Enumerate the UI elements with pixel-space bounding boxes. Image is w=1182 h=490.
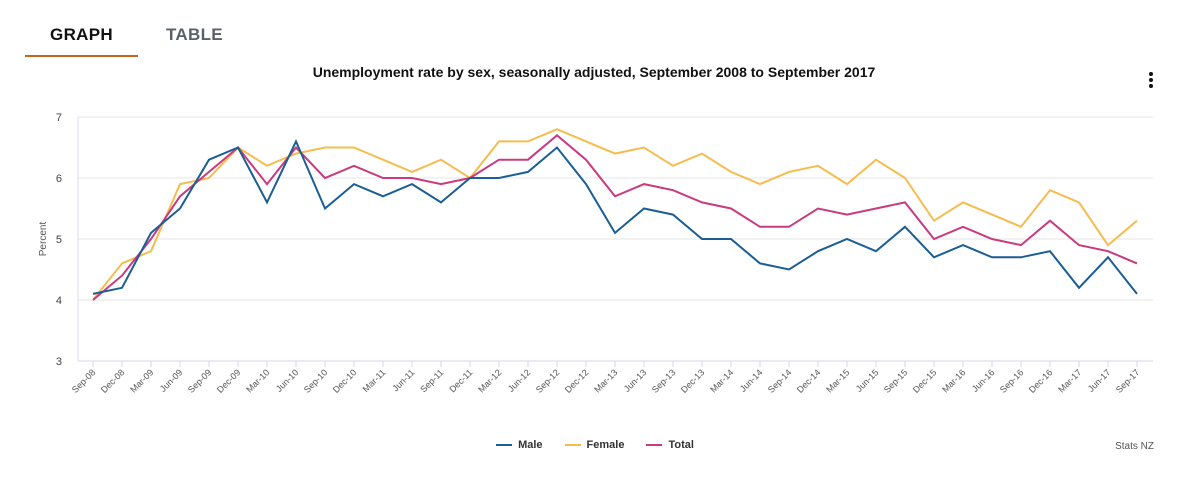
source-credit: Stats NZ [1115, 441, 1154, 452]
x-tick-label: Dec-08 [99, 367, 127, 395]
x-tick-label: Sep-10 [302, 367, 330, 395]
tab-table[interactable]: TABLE [166, 25, 223, 44]
menu-dot [1149, 72, 1153, 76]
x-tick-label: Mar-16 [940, 367, 967, 394]
legend-label-female: Female [586, 439, 625, 451]
x-tick-label: Sep-13 [650, 367, 678, 395]
x-tick-label: Jun-10 [274, 367, 301, 394]
legend-label-male: Male [518, 439, 543, 451]
series-line-male [92, 138, 1138, 295]
x-tick-label: Mar-13 [592, 367, 619, 394]
x-tick-label: Sep-08 [70, 367, 98, 395]
x-tick-label: Dec-10 [331, 367, 359, 395]
x-tick-label: Jun-16 [970, 367, 997, 394]
x-tick-label: Dec-13 [679, 367, 707, 395]
legend-item-male[interactable]: Male [496, 439, 543, 451]
x-tick-label: Sep-09 [186, 367, 214, 395]
x-tick-label: Mar-14 [708, 367, 735, 394]
x-tick-label: Sep-14 [766, 367, 794, 395]
chart-title: Unemployment rate by sex, seasonally adj… [312, 64, 876, 80]
x-tick-label: Sep-17 [1114, 367, 1142, 395]
x-tick-label: Dec-12 [563, 367, 591, 395]
x-tick-label: Mar-11 [361, 367, 388, 394]
y-axis-ticks: 3 4 5 6 7 [56, 112, 62, 368]
legend-label-total: Total [668, 439, 694, 451]
view-tabs: GRAPH TABLE [25, 0, 249, 57]
legend-item-female[interactable]: Female [564, 439, 625, 451]
x-tick-label: Jun-09 [158, 367, 185, 394]
menu-dot [1149, 84, 1153, 88]
vertical-ellipsis-icon[interactable] [1144, 70, 1158, 90]
x-tick-label: Sep-15 [882, 367, 910, 395]
tab-graph[interactable]: GRAPH [25, 0, 138, 57]
y-tick-label: 7 [56, 112, 62, 124]
legend-swatch-total [646, 444, 663, 446]
series-line-female [92, 128, 1138, 301]
y-tick-label: 5 [56, 234, 62, 246]
x-tick-label: Jun-13 [622, 367, 649, 394]
menu-dot [1149, 78, 1153, 82]
y-axis-label: Percent [38, 222, 49, 257]
x-tick-label: Dec-15 [911, 367, 939, 395]
x-tick-label: Mar-17 [1056, 367, 1083, 394]
x-tick-label: Jun-17 [1086, 367, 1113, 394]
series-lines [92, 128, 1138, 301]
x-tick-label: Jun-15 [854, 367, 881, 394]
legend-swatch-male [496, 444, 513, 446]
x-axis-ticks: Sep-08 Dec-08 Mar-09 Jun-09 Sep-09 Dec-09 Mar-… [70, 361, 1142, 395]
x-tick-label: Jun-11 [390, 367, 416, 393]
legend-swatch-female [564, 444, 581, 446]
x-tick-label: Sep-12 [534, 367, 562, 395]
x-tick-label: Dec-09 [215, 367, 243, 395]
x-tick-label: Dec-14 [795, 367, 823, 395]
x-tick-label: Mar-09 [128, 367, 155, 394]
x-tick-label: Jun-14 [738, 367, 765, 394]
x-tick-label: Dec-11 [447, 367, 474, 394]
series-line-total [92, 133, 1138, 301]
legend-item-total[interactable]: Total [646, 439, 694, 451]
y-tick-label: 3 [56, 356, 62, 368]
x-tick-label: Sep-11 [418, 367, 445, 394]
x-tick-label: Mar-15 [824, 367, 851, 394]
y-tick-label: 4 [56, 295, 62, 307]
x-tick-label: Mar-10 [244, 367, 271, 394]
x-tick-label: Dec-16 [1027, 367, 1055, 395]
y-tick-label: 6 [56, 173, 62, 185]
legend: Male Female Total [0, 439, 1182, 451]
x-tick-label: Mar-12 [476, 367, 503, 394]
x-tick-label: Sep-16 [998, 367, 1026, 395]
x-tick-label: Jun-12 [506, 367, 533, 394]
